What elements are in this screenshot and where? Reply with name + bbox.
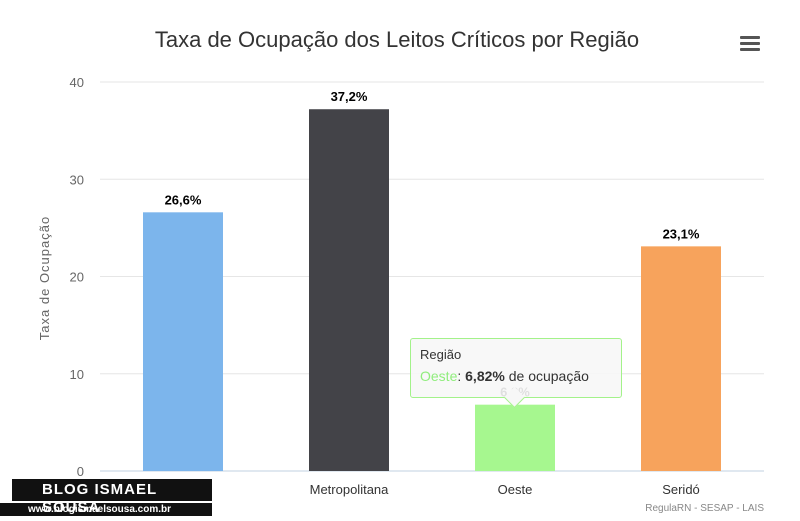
- tooltip-series-name: Oeste: [420, 368, 458, 384]
- y-axis-ticks: 0 10 20 30 40: [70, 75, 84, 479]
- y-tick-label: 10: [70, 367, 84, 382]
- bar[interactable]: [641, 246, 721, 471]
- y-tick-label: 40: [70, 75, 84, 90]
- category-label: Seridó: [662, 482, 700, 497]
- data-label: 37,2%: [331, 89, 368, 104]
- y-tick-label: 30: [70, 172, 84, 187]
- y-axis-label: Taxa de Ocupação: [37, 216, 52, 340]
- data-label: 26,6%: [165, 192, 202, 207]
- x-axis-categories: Metropolitana Oeste Seridó: [310, 482, 700, 497]
- category-label: Oeste: [498, 482, 533, 497]
- bar[interactable]: [309, 109, 389, 471]
- tooltip-header: Região: [420, 347, 462, 362]
- data-label: 23,1%: [663, 226, 700, 241]
- chart-title: Taxa de Ocupação dos Leitos Críticos por…: [155, 27, 639, 52]
- tooltip-body: Oeste: 6,82% de ocupação: [420, 368, 589, 384]
- category-label: Metropolitana: [310, 482, 390, 497]
- bar[interactable]: [143, 212, 223, 471]
- watermark: BLOG ISMAEL SOUSA www.blogismaelsousa.co…: [0, 479, 212, 516]
- watermark-title: BLOG ISMAEL SOUSA: [12, 479, 212, 516]
- tooltip-suffix: de ocupação: [504, 368, 589, 384]
- y-tick-label: 0: [77, 464, 84, 479]
- tooltip-value: 6,82%: [465, 368, 505, 384]
- chart-credits: RegulaRN - SESAP - LAIS: [645, 503, 764, 514]
- bars: [143, 109, 721, 471]
- hamburger-menu-icon[interactable]: [738, 34, 762, 54]
- tooltip: Região Oeste: 6,82% de ocupação: [410, 338, 622, 409]
- watermark-url: www.blogismaelsousa.com.br: [0, 503, 212, 516]
- bar[interactable]: [475, 404, 555, 471]
- y-tick-label: 20: [70, 270, 84, 285]
